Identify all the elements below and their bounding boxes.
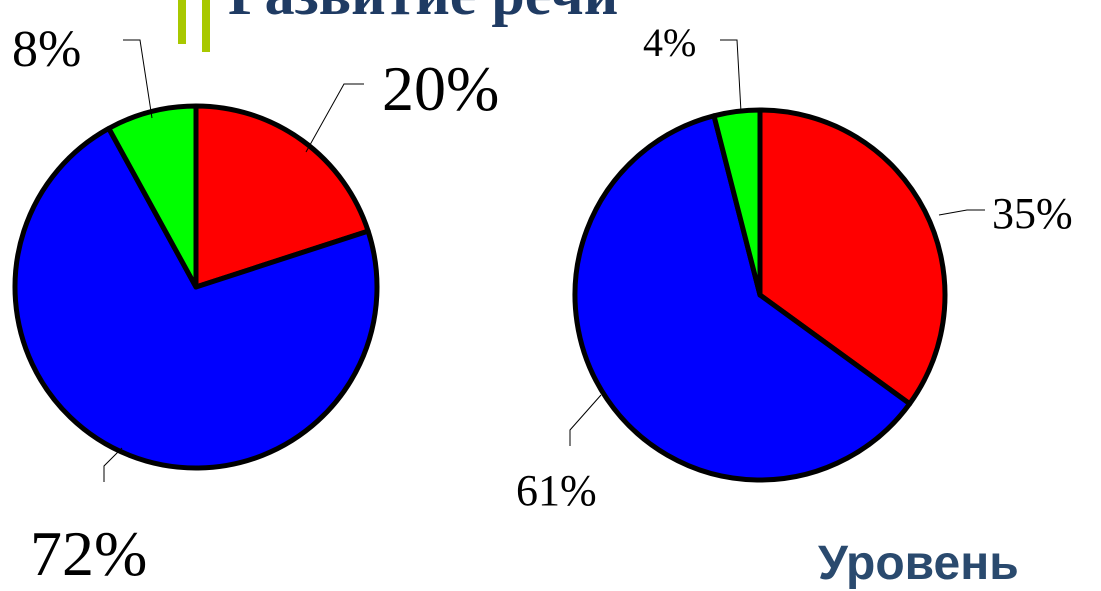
pie-2-data-label-1: 35% [992,189,1073,238]
pie-2-data-label-2: 61% [516,466,597,515]
page-title: Развитие речи [228,0,618,29]
pie-2-leader-line-3 [720,39,742,113]
pie-1-data-label-3: 8% [12,21,81,78]
pie-1-data-label-2: 72% [30,518,147,582]
pie-2-slice-1 [757,107,948,407]
pie-chart-1: 20% 72% 8% [12,21,499,582]
accent-bar-left [178,0,186,44]
pie-2-data-label-3: 4% [643,20,696,65]
pie-1-data-label-1: 20% [382,53,499,124]
pie-2-leader-line-2 [569,394,602,446]
pie-1-leader-line-1 [305,83,364,153]
pie-2-leader-line-1 [938,209,985,216]
pie-2-slice-2 [572,113,913,483]
pie-1-leader-line-2 [103,447,123,482]
pie-2-slice-3 [711,107,763,298]
pie-1-slice-2 [12,125,380,471]
pie-chart-2: 35% 61% 4% [516,20,1073,515]
footer-heading: Уровень [818,537,1019,590]
pie-1-slice-1 [193,103,371,290]
accent-bar-right [202,0,210,52]
pie-1-leader-line-3 [123,39,153,119]
